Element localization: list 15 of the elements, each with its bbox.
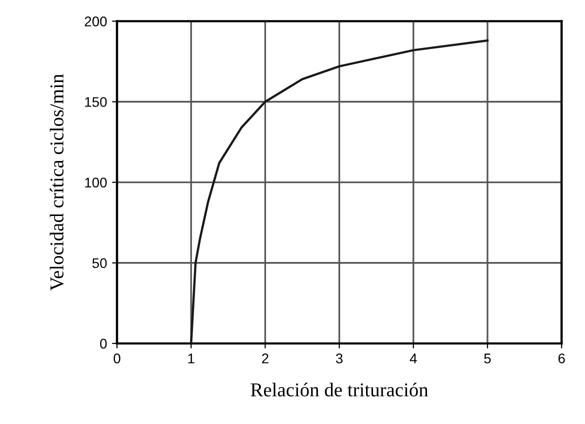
- y-tick-label: 50: [92, 258, 107, 268]
- y-axis-title: Velocidad crítica ciclos/min: [50, 74, 64, 291]
- x-tick-label: 3: [336, 354, 343, 364]
- y-tick-label: 100: [85, 178, 107, 188]
- x-tick-label: 4: [410, 354, 417, 364]
- x-tick-label: 1: [188, 354, 194, 364]
- x-axis-title: Relación de trituración: [250, 382, 428, 396]
- y-tick-label: 150: [85, 97, 107, 107]
- line-series: [190, 39, 489, 344]
- x-tick-label: 6: [558, 354, 565, 364]
- y-tick-label: 0: [100, 338, 107, 349]
- x-tick-label: 5: [484, 354, 491, 364]
- x-tick-label: 0: [114, 354, 120, 364]
- y-tick-label: 200: [84, 16, 107, 26]
- x-tick-label: 2: [262, 354, 268, 364]
